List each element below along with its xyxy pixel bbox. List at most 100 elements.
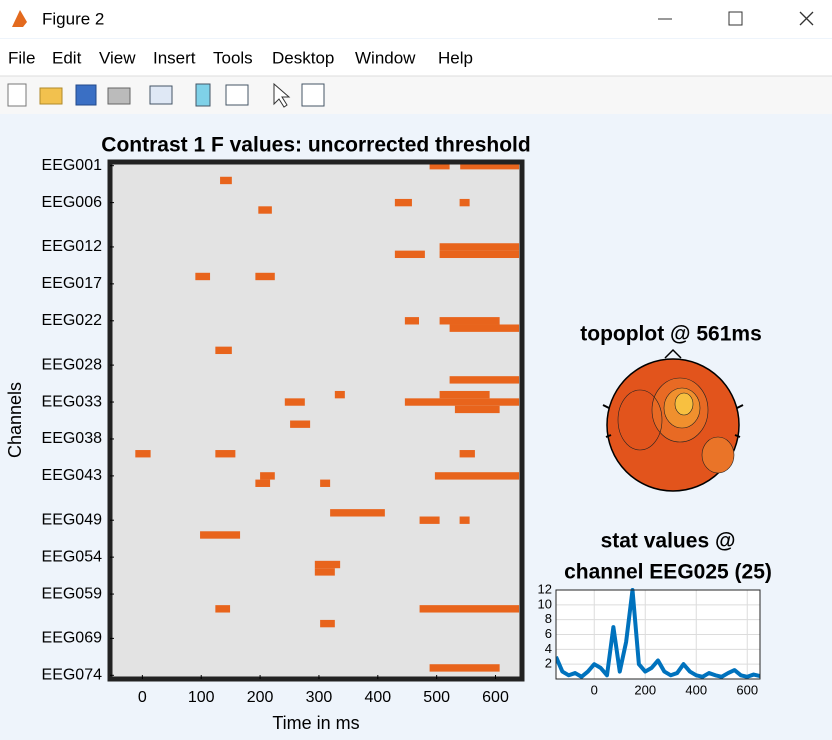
cell: [314, 560, 341, 569]
cell: [459, 198, 470, 207]
new-button[interactable]: [7, 83, 27, 107]
ear: [736, 404, 744, 409]
x-tick-label: 100: [188, 689, 215, 706]
y-tick-label: EEG006: [42, 194, 103, 211]
x-tick-label: 0: [591, 682, 598, 697]
close-button[interactable]: [799, 11, 814, 26]
y-tick-label: EEG017: [42, 275, 103, 292]
x-axis-label: Time in ms: [272, 713, 359, 733]
cell: [215, 605, 231, 613]
cell: [215, 450, 236, 458]
y-tick-label: EEG054: [42, 548, 103, 565]
x-tick-label: 200: [247, 689, 274, 706]
cell: [439, 317, 500, 325]
x-tick-label: 0: [138, 689, 147, 706]
legend-button[interactable]: [225, 84, 249, 106]
y-tick-label: 6: [545, 626, 552, 641]
axes-box: [107, 159, 525, 682]
y-tick-label: EEG038: [42, 430, 103, 447]
cell: [320, 619, 335, 628]
open-button[interactable]: [39, 87, 63, 105]
link-button[interactable]: [149, 85, 173, 105]
stat-line: [556, 588, 760, 679]
cell: [314, 568, 335, 576]
colorbar-button[interactable]: [195, 83, 211, 107]
property-button[interactable]: [301, 83, 325, 107]
cell: [290, 420, 311, 428]
maximize-button[interactable]: [728, 11, 743, 26]
cell: [394, 250, 425, 259]
cell: [334, 390, 345, 399]
cell: [439, 390, 490, 399]
cell: [439, 250, 520, 259]
y-tick-label: 12: [538, 581, 552, 596]
y-axis-label: Channels: [5, 382, 25, 458]
y-tick-label: EEG074: [42, 667, 103, 684]
cell: [330, 509, 385, 517]
menu-bar: [0, 39, 832, 76]
menu-item[interactable]: Window: [355, 48, 416, 67]
nose: [664, 348, 682, 359]
cell: [439, 243, 520, 251]
cell: [404, 398, 520, 406]
x-tick-label: 500: [423, 689, 450, 706]
chart-title: Contrast 1 F values: uncorrected thresho…: [101, 134, 530, 157]
cell: [195, 272, 211, 281]
cell: [434, 472, 520, 480]
app-icon: [12, 10, 27, 27]
y-tick-label: EEG043: [42, 467, 103, 484]
cell: [320, 479, 331, 487]
cell: [459, 516, 470, 524]
x-tick-label: 300: [306, 689, 333, 706]
y-tick-label: EEG028: [42, 356, 103, 373]
cell: [429, 162, 450, 170]
y-tick-label: EEG001: [42, 157, 103, 174]
chart-title: stat values @: [601, 530, 736, 553]
menu-item[interactable]: Help: [438, 48, 473, 67]
menu-item[interactable]: Tools: [213, 48, 253, 67]
menu-item[interactable]: Edit: [52, 48, 82, 67]
menu-item[interactable]: View: [99, 48, 136, 67]
pointer-button[interactable]: [273, 82, 291, 108]
y-tick-label: 4: [545, 641, 552, 656]
contour: [617, 389, 663, 451]
save-button[interactable]: [75, 84, 97, 106]
ear: [734, 434, 741, 438]
menu-item[interactable]: File: [8, 48, 35, 67]
y-tick-label: EEG022: [42, 312, 103, 329]
cell: [419, 605, 520, 613]
ear: [605, 434, 612, 438]
ear: [602, 404, 610, 409]
x-tick-label: 600: [482, 689, 509, 706]
y-tick-label: EEG059: [42, 585, 103, 602]
cell: [429, 664, 500, 672]
cell: [394, 198, 412, 207]
x-tick-label: 400: [364, 689, 391, 706]
y-tick-label: 10: [538, 596, 552, 611]
menu-item[interactable]: Insert: [153, 48, 196, 67]
menu-item[interactable]: Desktop: [272, 48, 334, 67]
cell: [284, 398, 305, 406]
cell: [215, 346, 232, 355]
print-button[interactable]: [107, 87, 131, 105]
cell: [454, 405, 500, 414]
y-tick-label: EEG012: [42, 238, 103, 255]
axes-box: [555, 589, 761, 680]
y-tick-label: 2: [545, 656, 552, 671]
cell: [258, 206, 272, 214]
y-tick-label: EEG049: [42, 511, 103, 528]
y-tick-label: EEG069: [42, 630, 103, 647]
x-tick-label: 400: [685, 682, 707, 697]
y-tick-label: EEG033: [42, 393, 103, 410]
cell: [255, 272, 275, 281]
x-tick-label: 200: [634, 682, 656, 697]
topoplot: [602, 348, 744, 492]
contour: [674, 392, 694, 416]
title-bar: [0, 0, 832, 38]
cell: [419, 516, 440, 524]
cell: [404, 317, 419, 325]
cell: [135, 450, 151, 458]
cell: [459, 450, 475, 458]
